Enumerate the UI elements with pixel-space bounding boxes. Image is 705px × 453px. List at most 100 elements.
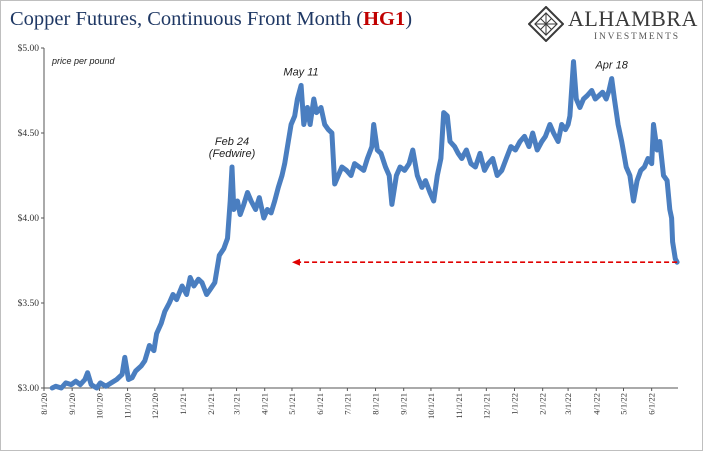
data-point	[115, 378, 118, 381]
data-point	[658, 140, 661, 143]
data-point	[628, 174, 632, 177]
data-point	[540, 140, 543, 143]
data-point	[575, 97, 578, 101]
diamond-lattice-icon	[528, 6, 564, 42]
x-tick-label: 9/1/21	[399, 393, 409, 415]
data-point	[337, 174, 340, 177]
data-point	[625, 165, 628, 169]
data-point	[306, 106, 309, 109]
data-point	[104, 385, 108, 388]
data-point	[134, 369, 137, 373]
data-point	[509, 145, 513, 148]
x-tick-label: 5/1/21	[287, 393, 297, 415]
data-point	[671, 240, 674, 243]
data-point	[564, 128, 567, 131]
y-tick-label: $5.00	[18, 43, 40, 54]
data-point	[99, 381, 102, 385]
data-point	[51, 386, 54, 390]
data-point	[362, 169, 365, 172]
data-point	[536, 148, 539, 152]
data-point	[432, 199, 435, 203]
data-point	[60, 386, 63, 390]
data-point	[83, 378, 87, 381]
data-point	[254, 208, 257, 211]
y-tick-label: $3.50	[18, 298, 40, 309]
data-point	[416, 174, 419, 177]
data-point	[308, 123, 312, 126]
data-point	[289, 123, 293, 126]
data-point	[293, 114, 296, 118]
data-point	[185, 293, 188, 296]
annotation-label: Feb 24	[215, 136, 249, 148]
data-point	[523, 135, 526, 138]
data-point	[566, 123, 570, 126]
data-point	[86, 371, 89, 374]
data-point	[232, 208, 235, 211]
title-ticker: HG1	[363, 8, 406, 30]
data-point	[54, 385, 57, 388]
x-axis-ticks: 8/1/20 9/1/20 10/1/20 11/1/20 12/1/20 1/1/21 2…	[39, 388, 657, 419]
data-point	[287, 140, 290, 143]
data-point	[518, 140, 522, 143]
x-tick-label: 4/1/22	[591, 393, 601, 415]
annotations: Feb 24(Fedwire) May 11 Apr 18	[209, 60, 629, 160]
annotation-label: Apr 18	[594, 60, 628, 72]
data-point	[424, 179, 427, 182]
data-point	[269, 211, 273, 215]
unit-label: price per pound	[51, 56, 116, 66]
data-point	[403, 169, 406, 172]
data-point	[643, 165, 646, 169]
data-point	[610, 77, 613, 80]
data-point	[395, 174, 398, 177]
x-tick-label: 12/1/20	[150, 393, 160, 419]
data-point	[366, 157, 369, 160]
data-point	[249, 199, 253, 203]
data-point	[390, 203, 394, 206]
data-point	[514, 148, 517, 152]
data-point	[370, 145, 374, 148]
data-point	[674, 257, 677, 260]
data-point	[258, 196, 261, 199]
data-point	[171, 293, 175, 296]
reference-arrow-head	[291, 258, 300, 266]
data-point	[594, 97, 597, 101]
x-tick-label: 1/1/21	[178, 393, 188, 415]
y-tick-label: $4.00	[18, 213, 40, 224]
x-tick-label: 11/1/20	[123, 393, 133, 419]
data-point	[160, 322, 163, 325]
data-point	[209, 288, 212, 291]
data-point	[323, 123, 326, 126]
data-point	[665, 179, 669, 182]
data-point	[572, 60, 575, 63]
data-point	[398, 165, 402, 169]
data-point	[226, 237, 229, 240]
title-text: Copper Futures, Continuous Front Month (	[10, 8, 364, 30]
data-point	[639, 169, 642, 172]
data-point	[189, 276, 192, 279]
data-point	[236, 199, 239, 203]
data-point	[280, 174, 284, 177]
data-point	[439, 157, 443, 160]
data-point	[578, 106, 582, 109]
data-point	[262, 216, 265, 220]
data-point	[457, 152, 460, 155]
logo-subtitle: INVESTMENTS	[594, 32, 680, 42]
data-point	[662, 174, 665, 177]
data-point	[229, 199, 232, 203]
data-point	[590, 89, 593, 92]
data-point	[213, 281, 216, 284]
data-point	[74, 380, 78, 383]
data-point	[620, 140, 623, 143]
data-point	[302, 123, 305, 126]
data-point	[319, 106, 323, 109]
y-tick-label: $4.50	[18, 128, 40, 139]
data-point	[560, 123, 563, 126]
data-point	[327, 128, 330, 131]
data-point	[448, 140, 452, 143]
data-point	[652, 123, 655, 126]
data-point	[505, 157, 508, 160]
data-point	[345, 169, 348, 172]
data-point	[192, 284, 196, 288]
x-tick-label: 9/1/20	[67, 393, 77, 415]
